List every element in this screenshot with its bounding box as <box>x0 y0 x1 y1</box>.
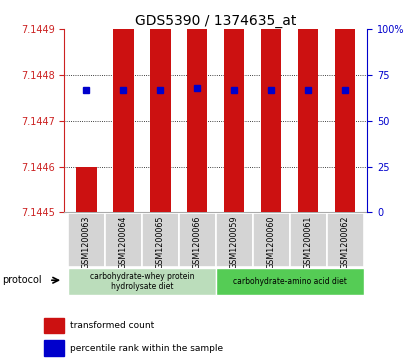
Text: GSM1200060: GSM1200060 <box>267 215 276 269</box>
Bar <box>179 213 216 267</box>
Bar <box>105 213 142 267</box>
Bar <box>44 318 64 333</box>
Bar <box>44 340 64 356</box>
Text: GSM1200061: GSM1200061 <box>304 215 312 269</box>
Text: protocol: protocol <box>2 275 42 285</box>
Text: transformed count: transformed count <box>70 321 154 330</box>
Text: carbohydrate-whey protein
hydrolysate diet: carbohydrate-whey protein hydrolysate di… <box>90 272 194 291</box>
Bar <box>150 0 171 212</box>
Bar <box>290 213 327 267</box>
Bar <box>261 0 281 212</box>
Text: GSM1200065: GSM1200065 <box>156 215 165 269</box>
Text: GSM1200062: GSM1200062 <box>341 215 349 269</box>
Bar <box>298 0 318 212</box>
Text: carbohydrate-amino acid diet: carbohydrate-amino acid diet <box>233 277 347 286</box>
Bar <box>224 0 244 212</box>
Bar <box>335 0 355 212</box>
Bar <box>68 268 216 295</box>
Bar <box>216 268 364 295</box>
Bar <box>216 213 253 267</box>
Text: GSM1200059: GSM1200059 <box>230 215 239 269</box>
Title: GDS5390 / 1374635_at: GDS5390 / 1374635_at <box>135 14 296 28</box>
Bar <box>113 0 134 212</box>
Bar <box>76 167 97 212</box>
Bar <box>253 213 290 267</box>
Bar <box>68 213 105 267</box>
Text: GSM1200063: GSM1200063 <box>82 215 91 269</box>
Text: percentile rank within the sample: percentile rank within the sample <box>70 343 223 352</box>
Text: GSM1200064: GSM1200064 <box>119 215 128 269</box>
Bar <box>327 213 364 267</box>
Bar <box>187 0 208 212</box>
Bar <box>142 213 179 267</box>
Text: GSM1200066: GSM1200066 <box>193 215 202 269</box>
